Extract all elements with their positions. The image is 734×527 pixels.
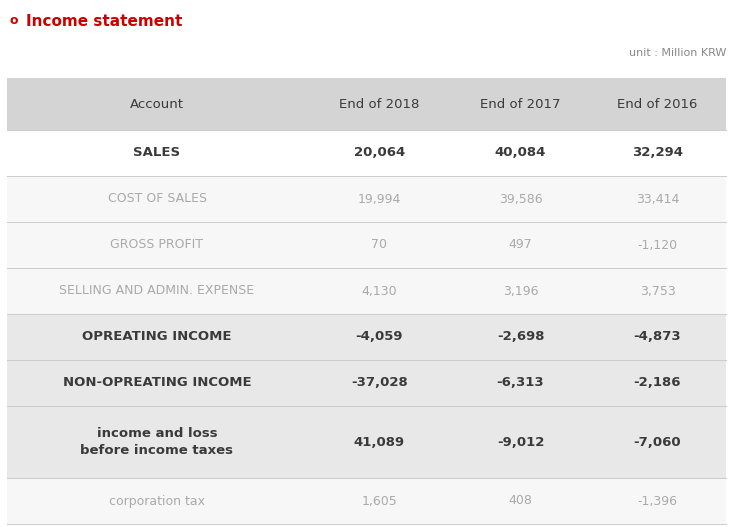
Bar (7, 268, 726, 314)
Bar (7, 130, 726, 176)
Bar (7, 360, 726, 406)
Text: 39,586: 39,586 (498, 192, 542, 206)
Bar (7, 478, 726, 524)
Text: End of 2017: End of 2017 (480, 97, 561, 111)
Text: 4,130: 4,130 (362, 285, 397, 298)
Text: -2,698: -2,698 (497, 330, 544, 344)
Text: Income statement: Income statement (26, 14, 182, 29)
Text: OPREATING INCOME: OPREATING INCOME (82, 330, 232, 344)
Text: -4,873: -4,873 (633, 330, 681, 344)
Text: -37,028: -37,028 (351, 376, 408, 389)
Text: COST OF SALES: COST OF SALES (107, 192, 206, 206)
Text: 70: 70 (371, 239, 388, 251)
Text: 408: 408 (509, 494, 532, 508)
Text: unit : Million KRW: unit : Million KRW (628, 48, 726, 58)
Text: End of 2016: End of 2016 (617, 97, 698, 111)
Text: corporation tax: corporation tax (109, 494, 205, 508)
Bar (7, 406, 726, 478)
Text: 41,089: 41,089 (354, 435, 405, 448)
Text: -2,186: -2,186 (633, 376, 681, 389)
Bar (7, 314, 726, 360)
Text: 3,196: 3,196 (503, 285, 538, 298)
Text: -1,396: -1,396 (638, 494, 677, 508)
Text: o: o (10, 14, 18, 27)
Text: SALES: SALES (134, 147, 181, 160)
Text: 40,084: 40,084 (495, 147, 546, 160)
Text: -9,012: -9,012 (497, 435, 544, 448)
Text: -6,313: -6,313 (497, 376, 545, 389)
Bar (7, 524, 726, 527)
Text: 33,414: 33,414 (636, 192, 679, 206)
Text: 3,753: 3,753 (639, 285, 675, 298)
Text: income and loss
before income taxes: income and loss before income taxes (81, 427, 233, 457)
Text: 1,605: 1,605 (362, 494, 397, 508)
Text: NON-OPREATING INCOME: NON-OPREATING INCOME (62, 376, 251, 389)
Text: -4,059: -4,059 (356, 330, 403, 344)
Text: 32,294: 32,294 (632, 147, 683, 160)
Bar (7, 176, 726, 222)
Bar (7, 78, 726, 130)
Text: End of 2018: End of 2018 (339, 97, 420, 111)
Bar (7, 222, 726, 268)
Text: 20,064: 20,064 (354, 147, 405, 160)
Text: -1,120: -1,120 (637, 239, 677, 251)
Text: 497: 497 (509, 239, 532, 251)
Text: -7,060: -7,060 (633, 435, 681, 448)
Text: GROSS PROFIT: GROSS PROFIT (111, 239, 203, 251)
Text: SELLING AND ADMIN. EXPENSE: SELLING AND ADMIN. EXPENSE (59, 285, 255, 298)
Text: 19,994: 19,994 (357, 192, 401, 206)
Text: Account: Account (130, 97, 184, 111)
